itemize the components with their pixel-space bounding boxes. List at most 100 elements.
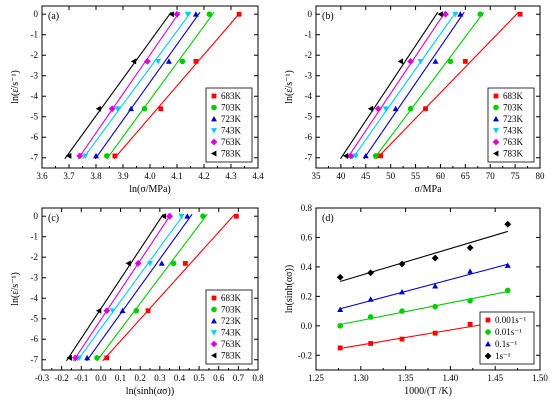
chart-panel-a: 3.6 3.7 3.8 3.9 4.0 4.1 4.2 4.3 4.4 0 -1 -2 -3 -4 -5 -6… — [10, 5, 264, 195]
fit-line — [96, 213, 208, 362]
legend-marker — [211, 116, 217, 122]
x-tick-label: 1.35 — [398, 373, 414, 383]
series-3 — [82, 11, 192, 160]
x-tick-label: 35 — [312, 171, 322, 181]
fit-line — [76, 213, 185, 362]
y-tick-label: 0.8 — [301, 203, 313, 213]
legend-label: 763K — [221, 339, 242, 349]
fit-line — [102, 213, 236, 362]
data-point — [145, 308, 151, 314]
y-tick-label: -4 — [31, 293, 39, 303]
legend-marker — [485, 329, 491, 335]
y-tick-label: -4 — [31, 91, 39, 101]
data-point — [367, 314, 374, 320]
fit-line — [94, 11, 201, 160]
data-point — [166, 212, 174, 220]
data-point — [467, 297, 473, 304]
y-tick-label: -7 — [31, 153, 39, 163]
series-0 — [112, 11, 242, 160]
legend-marker — [211, 318, 217, 324]
x-tick-label: 1.30 — [353, 373, 369, 383]
fit-line — [82, 11, 192, 160]
data-point — [352, 153, 359, 159]
legend-label: 723K — [221, 114, 242, 124]
legend-label: 723K — [221, 316, 242, 326]
fit-line — [64, 11, 172, 160]
y-tick-label: -5 — [31, 112, 39, 122]
x-tick-label: 75 — [511, 171, 521, 181]
legend-marker — [211, 128, 217, 134]
y-tick-label: -2 — [305, 50, 313, 60]
y-tick-label: -4 — [305, 91, 313, 101]
x-tick-label: 4.3 — [225, 171, 237, 181]
x-tick-label: 3.8 — [90, 171, 102, 181]
data-point — [399, 288, 406, 295]
data-point — [193, 58, 199, 64]
chart-panel-c: -0.3 -0.2 -0.1 0.0 0.1 0.2 0.3 0.4 0.5 0.6 0.7 0.8 0… — [10, 207, 264, 397]
data-point — [84, 354, 91, 361]
data-point — [76, 355, 83, 361]
series-0 — [102, 213, 239, 362]
y-tick-label: -3 — [31, 71, 39, 81]
series-2 — [84, 213, 193, 362]
x-tick-label: 3.7 — [63, 171, 75, 181]
data-point — [462, 58, 468, 64]
legend-label: 703K — [221, 103, 242, 113]
x-tick-label: -0.2 — [55, 373, 69, 383]
x-tick-label: 0.8 — [252, 373, 264, 383]
x-axis-title: 1000/(T /K) — [404, 386, 452, 397]
legend-marker — [485, 317, 491, 323]
x-tick-label: 1.40 — [443, 373, 459, 383]
legend-label: 763K — [221, 137, 242, 147]
data-point — [457, 11, 464, 17]
data-point — [178, 213, 185, 220]
x-axis-title: ln(σ/MPa) — [129, 184, 171, 195]
data-point — [104, 153, 110, 159]
chart-panel-b: 35 40 45 50 55 60 65 70 75 80 0 -1 -2 -3 -4 -5 -6 -7 σ/MPa… — [284, 5, 545, 195]
x-tick-label: 65 — [461, 171, 471, 181]
legend-box — [487, 87, 535, 163]
data-point — [119, 307, 126, 314]
series-1 — [337, 287, 511, 329]
y-tick-label: -1 — [31, 30, 39, 40]
legend-marker — [211, 295, 217, 301]
data-point — [168, 11, 174, 18]
x-tick-label: 0.1 — [115, 373, 126, 383]
fit-line — [373, 11, 485, 160]
x-tick-label: 1.25 — [308, 373, 324, 383]
legend-label: 783K — [503, 149, 524, 159]
data-point — [200, 213, 206, 220]
data-point — [82, 153, 89, 159]
data-point — [95, 307, 102, 314]
fit-line — [77, 11, 180, 160]
x-tick-label: 4.0 — [144, 171, 156, 181]
x-tick-label: 55 — [411, 171, 421, 181]
y-tick-label: -7 — [31, 355, 39, 365]
x-tick-label: 4.2 — [198, 171, 209, 181]
legend-box — [205, 87, 253, 163]
data-point — [114, 106, 121, 112]
data-point — [234, 213, 239, 219]
fit-line — [113, 11, 241, 160]
series-1 — [104, 11, 215, 160]
panel-label: (d) — [322, 213, 334, 224]
data-point — [184, 11, 191, 18]
data-point — [467, 321, 473, 327]
x-tick-label: 1.45 — [487, 373, 503, 383]
x-tick-label: 0.4 — [174, 373, 186, 383]
legend-label: 703K — [503, 103, 524, 113]
fit-line — [106, 11, 215, 160]
series-5 — [64, 11, 174, 160]
data-point — [432, 303, 438, 310]
series-3 — [336, 220, 512, 283]
y-axis-title: ln(sinh(ασ)) — [284, 265, 295, 313]
data-point — [392, 105, 399, 112]
legend-label: 783K — [221, 351, 242, 361]
data-point — [76, 152, 84, 160]
legend-marker — [211, 306, 217, 313]
legend-marker — [493, 93, 499, 99]
panel-label: (a) — [48, 11, 59, 22]
data-point — [112, 153, 118, 159]
legend: 0.001s⁻¹ 0.01s⁻¹ 0.1s⁻¹ 1s⁻¹ — [479, 311, 535, 365]
